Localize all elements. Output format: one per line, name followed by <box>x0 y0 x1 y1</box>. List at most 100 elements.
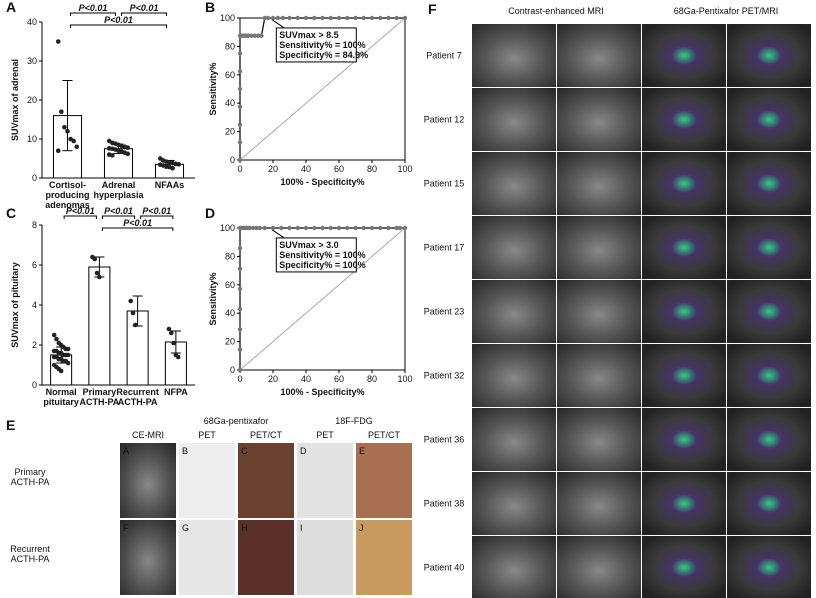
roc-point <box>345 225 350 231</box>
image-cell <box>642 344 726 407</box>
roc-point <box>279 225 284 231</box>
cell-letter: F <box>123 523 129 533</box>
image-cell <box>727 216 811 279</box>
roc-point <box>237 140 243 145</box>
y-tick-label: 6 <box>32 260 37 270</box>
image-cell <box>472 24 556 87</box>
image-cell <box>727 24 811 87</box>
data-point <box>55 39 61 44</box>
roc-point <box>378 15 383 21</box>
roc-point <box>386 225 391 231</box>
image-cell <box>120 520 176 595</box>
annotation-text: SUVmax > 3.0 <box>279 240 338 250</box>
image-cell <box>642 536 726 598</box>
roc-point <box>287 15 292 21</box>
column-header: Contrast-enhanced MRI <box>508 6 604 16</box>
y-tick-label: 4 <box>32 300 37 310</box>
image-cell <box>557 536 641 598</box>
image-cell <box>472 216 556 279</box>
x-tick-label: 20 <box>268 164 278 174</box>
roc-point <box>386 15 391 21</box>
roc-point <box>247 225 253 231</box>
annotation-arrow <box>272 19 285 29</box>
roc-point <box>336 15 342 21</box>
y-tick-label: 40 <box>225 98 235 108</box>
y-tick-label: 40 <box>27 17 37 27</box>
x-tick-label: Normal pituitary <box>43 387 79 407</box>
roc-point <box>303 15 309 21</box>
roc-point <box>237 157 243 163</box>
y-tick-label: 10 <box>27 134 37 144</box>
y-tick-label: 80 <box>225 251 235 261</box>
annotation-text: Sensitivity% = 100% <box>279 40 365 50</box>
x-tick-label: 60 <box>334 164 344 174</box>
roc-point <box>262 15 267 21</box>
data-point <box>176 162 182 167</box>
image-cell <box>238 520 294 595</box>
annotation-box <box>275 27 357 63</box>
roc-point <box>328 15 333 21</box>
roc-point <box>312 15 317 21</box>
roc-point <box>237 104 243 109</box>
patient-label: Patient 12 <box>424 115 465 125</box>
roc-point <box>303 225 309 231</box>
image-cell <box>557 344 641 407</box>
roc-point <box>336 225 342 231</box>
data-point <box>171 340 176 346</box>
error-bar <box>62 80 73 152</box>
image-cell <box>727 280 811 343</box>
data-point <box>175 354 181 360</box>
column-label: CE-MRI <box>132 430 164 440</box>
data-point <box>54 336 59 342</box>
data-point <box>133 322 138 328</box>
bracket <box>70 12 116 16</box>
data-point <box>62 125 67 130</box>
data-point <box>65 346 71 352</box>
y-axis-label: SUVmax of adrenal <box>10 59 20 141</box>
x-axis-label: 100% - Specificity% <box>280 387 364 397</box>
y-tick-label: 2 <box>32 340 37 350</box>
image-cell <box>179 443 235 518</box>
panel-label: A <box>6 0 16 15</box>
data-point <box>166 326 172 332</box>
y-tick-label: 20 <box>225 337 235 347</box>
data-point <box>71 138 76 144</box>
roc-point <box>275 15 281 21</box>
image-cell <box>356 520 412 595</box>
bracket <box>63 215 97 219</box>
panel-label: F <box>428 1 437 17</box>
y-tick-label: 20 <box>225 127 235 137</box>
roc-point <box>402 225 408 231</box>
image-cell <box>642 24 726 87</box>
x-tick-label: 80 <box>367 374 377 384</box>
roc-point <box>237 306 243 312</box>
data-point <box>65 352 71 358</box>
x-tick-label: Recurrent ACTH-PA <box>116 387 159 407</box>
x-tick-label: 100 <box>397 374 412 384</box>
roc-point <box>270 225 276 231</box>
cell-letter: J <box>359 523 364 533</box>
column-header: 68Ga-Pentixafor PET/MRI <box>674 6 779 16</box>
cell-letter: B <box>182 446 188 456</box>
cell-letter: G <box>182 523 189 533</box>
roc-point <box>237 86 243 92</box>
x-tick-label: 40 <box>301 374 311 384</box>
y-tick-label: 8 <box>32 220 37 230</box>
data-point <box>59 109 64 114</box>
cell-letter: C <box>241 446 248 456</box>
image-cell <box>642 216 726 279</box>
roc-point <box>257 225 262 231</box>
x-tick-label: 0 <box>237 164 242 174</box>
patient-label: Patient 17 <box>424 243 465 253</box>
y-axis-label: Sensitivity% <box>208 272 218 325</box>
roc-point <box>237 246 243 251</box>
roc-point <box>320 15 325 21</box>
data-point <box>74 144 80 150</box>
image-cell <box>727 88 811 151</box>
y-tick-label: 0 <box>230 155 235 165</box>
image-cell <box>557 24 641 87</box>
data-point <box>97 274 102 280</box>
roc-point <box>246 33 251 38</box>
significance-label: P<0.01 <box>79 3 108 13</box>
data-point <box>92 256 98 262</box>
